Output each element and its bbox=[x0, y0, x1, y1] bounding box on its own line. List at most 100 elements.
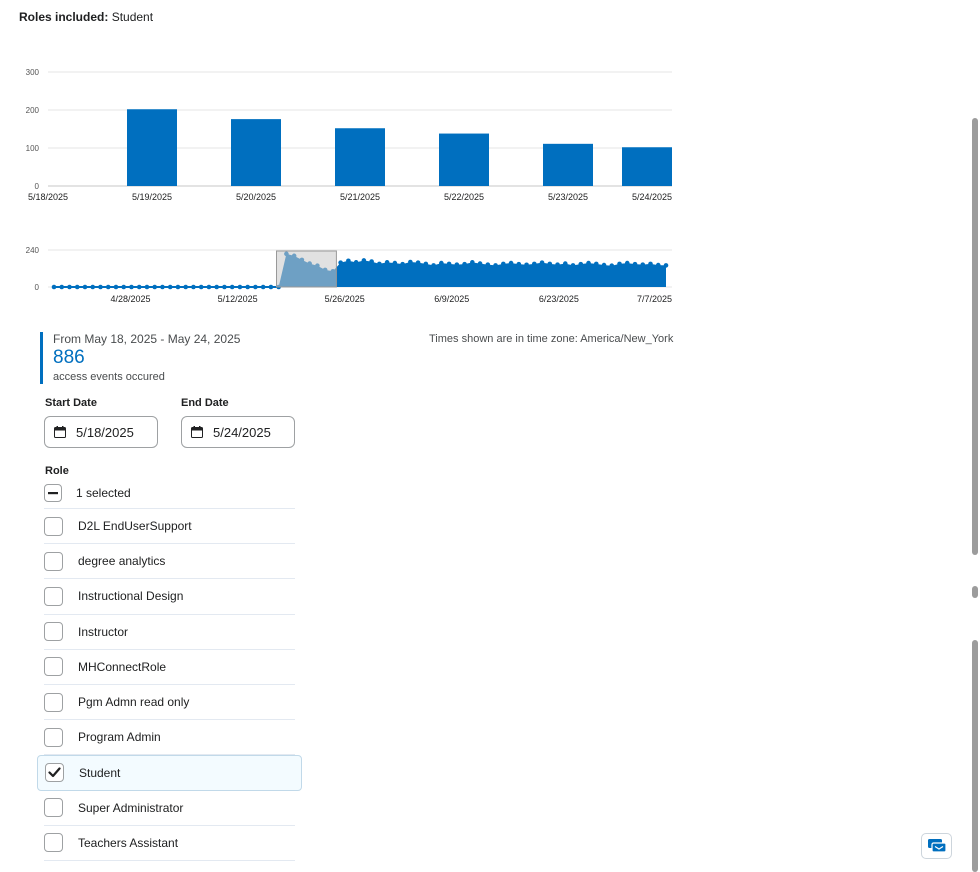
data-point bbox=[508, 260, 514, 266]
role-checkbox[interactable] bbox=[45, 763, 64, 783]
role-checkbox[interactable] bbox=[44, 798, 63, 818]
role-option[interactable]: MHConnectRole bbox=[44, 650, 295, 685]
role-option-label: Super Administrator bbox=[78, 800, 184, 815]
role-checkbox[interactable] bbox=[44, 551, 63, 571]
role-select-all[interactable]: 1 selected bbox=[44, 478, 295, 509]
data-point bbox=[67, 284, 72, 290]
access-summary: From May 18, 2025 - May 24, 2025 886 acc… bbox=[40, 332, 240, 384]
data-point bbox=[229, 284, 235, 290]
bar bbox=[231, 119, 281, 186]
role-option[interactable]: Student bbox=[37, 755, 302, 791]
data-point bbox=[82, 284, 88, 290]
role-option[interactable]: Instructor bbox=[44, 615, 295, 650]
chat-button[interactable] bbox=[921, 833, 952, 859]
data-point bbox=[454, 262, 460, 267]
range-selector[interactable] bbox=[276, 250, 337, 288]
data-point bbox=[408, 259, 413, 265]
role-option-label: degree analytics bbox=[78, 554, 166, 569]
role-option[interactable]: degree analytics bbox=[44, 544, 295, 580]
start-date-label: Start Date bbox=[45, 397, 97, 409]
data-point bbox=[547, 261, 553, 267]
bar bbox=[622, 147, 672, 186]
data-point bbox=[175, 284, 181, 290]
chat-icon bbox=[927, 839, 947, 853]
data-point bbox=[136, 284, 142, 290]
data-point bbox=[477, 261, 483, 266]
role-checkbox[interactable] bbox=[44, 516, 63, 536]
role-option[interactable]: Program Admin bbox=[44, 720, 295, 756]
bar bbox=[543, 143, 593, 186]
data-point bbox=[555, 262, 560, 267]
roles-included: Roles included: Student bbox=[19, 10, 153, 24]
data-point bbox=[524, 262, 529, 268]
data-point bbox=[539, 260, 545, 265]
y-tick-label: 100 bbox=[26, 144, 40, 153]
role-option[interactable]: D2L EndUserSupport bbox=[44, 509, 295, 545]
data-point bbox=[105, 284, 111, 290]
x-tick-label: 5/19/2025 bbox=[132, 192, 172, 202]
data-point bbox=[59, 284, 65, 290]
role-option-label: Instructional Design bbox=[78, 589, 184, 604]
data-point bbox=[624, 260, 630, 266]
role-filter-label: Role bbox=[45, 465, 69, 477]
scrollbar-thumb-secondary[interactable] bbox=[972, 586, 978, 598]
x-tick-label: 5/18/2025 bbox=[28, 192, 68, 202]
role-option[interactable]: Instructional Design bbox=[44, 579, 295, 615]
area-fill bbox=[278, 253, 666, 287]
role-checkbox[interactable] bbox=[44, 622, 63, 642]
data-point bbox=[400, 261, 405, 267]
role-option-label: Teachers Assistant bbox=[78, 835, 179, 850]
data-point bbox=[222, 284, 227, 290]
summary-date-range: From May 18, 2025 - May 24, 2025 bbox=[53, 332, 241, 346]
data-point bbox=[245, 284, 250, 290]
data-point bbox=[160, 284, 165, 290]
data-point bbox=[90, 284, 96, 290]
data-point bbox=[586, 260, 591, 266]
data-point bbox=[51, 284, 57, 290]
start-date-input[interactable]: 5/18/2025 bbox=[44, 416, 158, 448]
data-point bbox=[617, 261, 622, 267]
scrollbar-thumb-tertiary[interactable] bbox=[972, 640, 978, 872]
data-point bbox=[74, 284, 80, 290]
role-filter-list: 1 selected D2L EndUserSupport degree anal… bbox=[37, 478, 302, 861]
role-option[interactable]: Teachers Assistant bbox=[44, 826, 295, 861]
role-option[interactable]: Super Administrator bbox=[44, 791, 295, 826]
checkmark-icon bbox=[48, 767, 61, 778]
role-checkbox[interactable] bbox=[44, 692, 63, 712]
calendar-icon bbox=[191, 426, 203, 438]
end-date-input[interactable]: 5/24/2025 bbox=[181, 416, 295, 448]
role-checkbox[interactable] bbox=[44, 833, 63, 853]
data-point bbox=[384, 260, 390, 265]
data-point bbox=[167, 284, 173, 290]
role-option-label: D2L EndUserSupport bbox=[78, 519, 192, 534]
role-option-label: Program Admin bbox=[78, 730, 161, 745]
role-checkbox[interactable] bbox=[44, 727, 63, 747]
bar bbox=[335, 128, 385, 186]
data-point bbox=[346, 258, 351, 264]
indeterminate-checkbox[interactable] bbox=[44, 484, 62, 502]
data-point bbox=[198, 284, 204, 290]
end-date-value: 5/24/2025 bbox=[213, 424, 271, 440]
data-point bbox=[415, 260, 421, 265]
data-point bbox=[601, 262, 607, 268]
data-point bbox=[129, 284, 134, 290]
data-point bbox=[470, 260, 475, 265]
daily-access-bar-chart: 300 200 100 05/18/2025 5/19/2025 5/20/2025 5/2… bbox=[26, 68, 672, 202]
access-navigator-chart[interactable]: 240 0 4/28/2025 5/12/2025 5/26/2025 6/9/2025 6… bbox=[0, 240, 700, 310]
role-option[interactable]: Pgm Admn read only bbox=[44, 685, 295, 721]
data-point bbox=[516, 261, 522, 267]
role-option-label: MHConnectRole bbox=[78, 659, 167, 674]
role-option-label: Instructor bbox=[78, 624, 129, 639]
summary-event-count: 886 bbox=[53, 347, 85, 368]
scrollbar-thumb[interactable] bbox=[972, 118, 978, 555]
data-point bbox=[485, 262, 491, 267]
role-checkbox[interactable] bbox=[44, 586, 63, 606]
x-tick-label: 5/12/2025 bbox=[218, 294, 258, 304]
data-point bbox=[121, 284, 127, 290]
role-checkbox[interactable] bbox=[44, 657, 63, 677]
x-tick-label: 7/7/2025 bbox=[637, 294, 672, 304]
roles-included-value: Student bbox=[111, 10, 154, 24]
data-point bbox=[593, 261, 599, 267]
data-point bbox=[338, 260, 343, 265]
roles-included-label: Roles included: bbox=[19, 10, 109, 24]
